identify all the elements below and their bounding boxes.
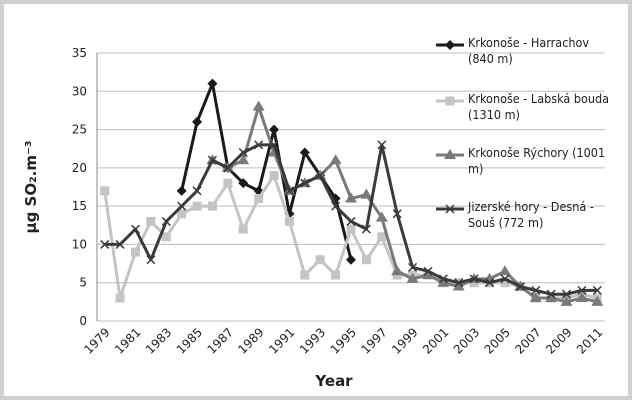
marker [591, 295, 604, 306]
marker [529, 292, 542, 303]
marker [299, 147, 310, 158]
marker [329, 154, 342, 165]
y-tick-label: 35 [72, 46, 87, 60]
marker [331, 270, 341, 280]
marker [469, 274, 479, 284]
marker [269, 140, 279, 150]
legend-label: Jizerské hory - Desná - Souš (772 m) [468, 199, 594, 230]
marker [577, 285, 587, 295]
marker [177, 209, 187, 219]
y-tick-label: 15 [72, 199, 87, 213]
marker [408, 262, 418, 272]
marker [100, 186, 110, 196]
y-tick-label: 5 [79, 276, 87, 290]
marker [300, 270, 310, 280]
marker [223, 163, 233, 173]
marker [130, 224, 141, 234]
marker [176, 185, 187, 196]
marker [346, 224, 356, 234]
marker [238, 178, 249, 189]
marker [269, 171, 279, 181]
marker [575, 292, 588, 303]
marker [315, 170, 325, 181]
legend-marker [445, 40, 455, 50]
marker [237, 154, 250, 165]
marker [146, 216, 156, 226]
marker [254, 193, 264, 203]
marker [192, 116, 203, 127]
marker [454, 278, 464, 288]
legend-marker [444, 149, 456, 159]
marker [223, 178, 233, 188]
marker [161, 216, 171, 226]
marker [284, 186, 294, 196]
marker [423, 266, 433, 276]
y-tick-label: 10 [72, 237, 87, 251]
marker [592, 285, 602, 295]
legend-marker [445, 96, 455, 106]
marker [269, 124, 280, 135]
marker [406, 272, 419, 283]
legend-marker [445, 204, 455, 214]
marker [500, 274, 510, 284]
x-axis-title: Year [314, 372, 353, 390]
marker [345, 192, 357, 203]
marker [561, 289, 572, 299]
marker [391, 265, 404, 276]
marker [252, 100, 265, 111]
marker [315, 255, 325, 265]
marker [515, 282, 525, 292]
marker [346, 254, 356, 265]
marker [546, 289, 556, 299]
marker [146, 255, 156, 265]
marker [531, 285, 541, 295]
marker [377, 232, 387, 242]
marker [207, 201, 217, 211]
marker [438, 274, 448, 284]
marker [207, 78, 218, 89]
marker [115, 239, 125, 249]
marker [130, 247, 140, 257]
marker [192, 186, 202, 196]
legend-label: Krkonoše - Harrachov (840 m) [468, 35, 590, 66]
marker [177, 201, 187, 211]
marker [361, 224, 371, 234]
y-tick-label: 25 [72, 123, 87, 137]
marker [437, 276, 450, 287]
marker [421, 269, 434, 280]
marker [284, 216, 294, 226]
marker [238, 148, 248, 158]
marker [115, 293, 125, 303]
marker [361, 255, 371, 265]
marker [500, 278, 510, 288]
marker [161, 232, 171, 242]
marker [346, 216, 356, 226]
y-tick-label: 20 [72, 161, 87, 175]
marker [100, 239, 110, 249]
legend-label: Krkonoše Rýchory (1001 m) [468, 145, 606, 176]
marker [485, 278, 495, 288]
series-line [211, 105, 598, 304]
legend-label: Krkonoše - Labská bouda (1310 m) [468, 91, 610, 122]
marker [331, 201, 341, 211]
marker [545, 292, 558, 303]
marker [238, 224, 248, 234]
marker [300, 178, 310, 188]
marker [375, 211, 388, 222]
marker [452, 280, 465, 291]
marker [207, 155, 217, 165]
y-tick-label: 30 [72, 84, 87, 98]
y-axis-title: μg SO₂.m⁻³ [22, 141, 40, 234]
marker [560, 295, 573, 306]
marker [360, 188, 373, 199]
marker [192, 201, 202, 211]
marker [377, 140, 387, 150]
marker [498, 265, 511, 276]
marker [392, 209, 402, 219]
y-tick-label: 0 [79, 314, 87, 328]
marker [254, 140, 264, 150]
